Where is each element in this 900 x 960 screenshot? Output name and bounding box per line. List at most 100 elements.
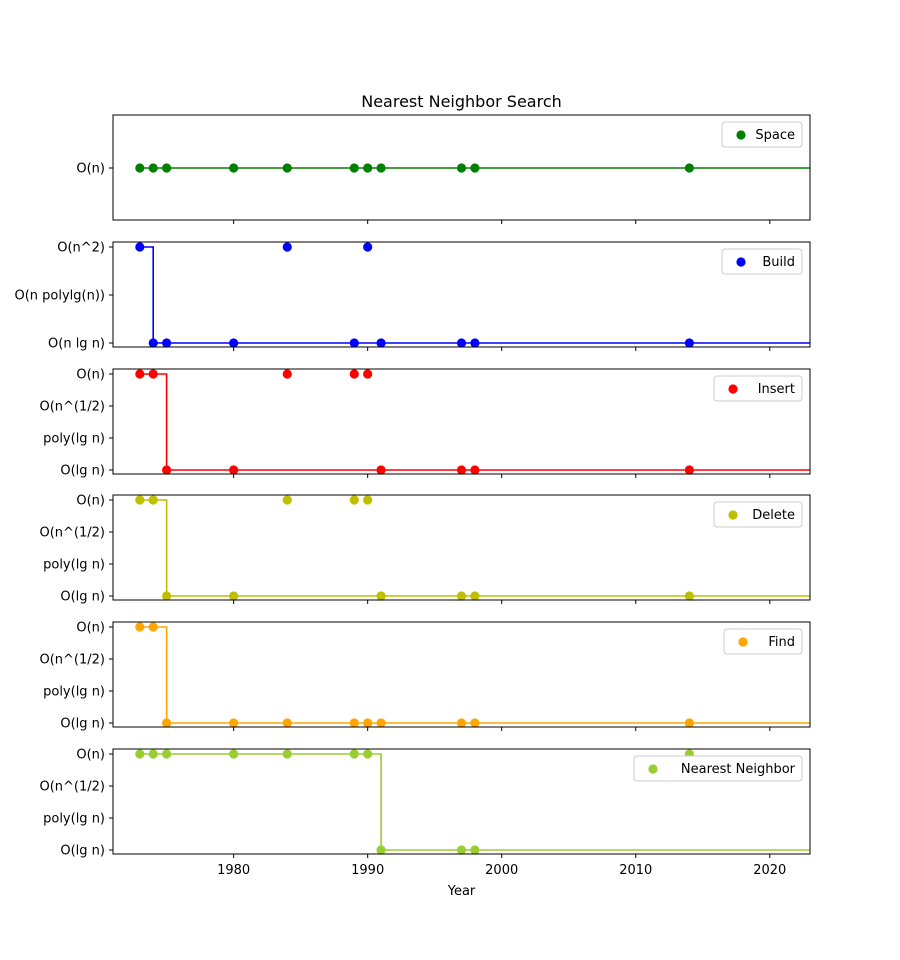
data-point bbox=[282, 242, 292, 252]
y-tick-label: poly(lg n) bbox=[43, 685, 105, 700]
data-point bbox=[470, 338, 480, 348]
panel-nearest-neighbor: O(lg n) poly(lg n) O(n^(1/2) O(n) Nearest Ne… bbox=[39, 748, 811, 859]
data-point bbox=[456, 163, 467, 173]
data-point bbox=[456, 465, 467, 475]
y-tick-label: O(n lg n) bbox=[48, 337, 105, 352]
data-point bbox=[376, 338, 386, 348]
legend: Nearest Neighbor bbox=[633, 755, 803, 782]
legend: Find bbox=[723, 628, 803, 655]
data-point bbox=[376, 163, 386, 173]
panel-frame bbox=[112, 241, 811, 348]
panel-frame bbox=[112, 748, 811, 855]
data-point bbox=[363, 242, 373, 252]
data-point bbox=[363, 369, 373, 379]
legend-marker bbox=[728, 384, 738, 394]
data-point bbox=[135, 163, 145, 173]
data-point bbox=[470, 163, 480, 173]
legend-box bbox=[713, 375, 803, 402]
legend: Space bbox=[721, 121, 803, 148]
data-point bbox=[684, 591, 694, 601]
data-point bbox=[135, 369, 145, 379]
panel-delete: O(lg n) poly(lg n) O(n^(1/2) O(n) Delete bbox=[39, 494, 811, 605]
data-point bbox=[229, 338, 239, 348]
chart-title: Nearest Neighbor Search bbox=[361, 92, 562, 111]
data-point bbox=[456, 338, 467, 348]
data-point bbox=[135, 495, 145, 505]
step-line bbox=[139, 373, 810, 471]
data-point bbox=[456, 718, 467, 728]
legend: Build bbox=[721, 248, 803, 275]
legend-box bbox=[721, 248, 803, 275]
legend-label: Insert bbox=[758, 382, 795, 397]
data-point bbox=[229, 749, 239, 759]
panel-find: O(lg n) poly(lg n) O(n^(1/2) O(n) Find bbox=[39, 621, 811, 732]
legend-marker bbox=[736, 130, 746, 140]
data-point bbox=[162, 465, 172, 475]
data-point bbox=[376, 718, 386, 728]
panel-frame bbox=[112, 368, 811, 475]
data-point bbox=[148, 749, 158, 759]
data-point bbox=[148, 495, 158, 505]
data-point bbox=[456, 845, 467, 855]
data-point bbox=[162, 749, 172, 759]
y-tick-label: O(n polylg(n)) bbox=[14, 289, 105, 304]
y-tick-label: O(n) bbox=[76, 368, 105, 383]
y-tick-label: O(lg n) bbox=[60, 464, 105, 479]
x-tick-label: 1980 bbox=[217, 863, 250, 878]
data-point bbox=[282, 369, 292, 379]
x-tick-label: 2010 bbox=[619, 863, 652, 878]
data-point bbox=[363, 163, 373, 173]
data-point bbox=[349, 718, 359, 728]
y-tick-label: O(n) bbox=[76, 748, 105, 763]
data-point bbox=[229, 591, 239, 601]
legend-label: Nearest Neighbor bbox=[681, 762, 796, 777]
panel-frame bbox=[112, 621, 811, 728]
data-point bbox=[470, 465, 480, 475]
data-point bbox=[282, 163, 292, 173]
data-point bbox=[162, 718, 172, 728]
legend-box bbox=[713, 501, 803, 528]
legend-box bbox=[721, 121, 803, 148]
data-point bbox=[363, 718, 373, 728]
y-tick-label: O(lg n) bbox=[60, 717, 105, 732]
data-point bbox=[282, 749, 292, 759]
data-point bbox=[470, 845, 480, 855]
panel-build: O(n lg n) O(n polylg(n)) O(n^2) Build bbox=[14, 241, 811, 352]
data-point bbox=[162, 338, 172, 348]
y-tick-label: poly(lg n) bbox=[43, 558, 105, 573]
data-point bbox=[684, 465, 694, 475]
data-point bbox=[376, 591, 386, 601]
data-point bbox=[470, 718, 480, 728]
data-point bbox=[376, 465, 386, 475]
legend-label: Find bbox=[768, 635, 795, 650]
panel-space: O(n) Space bbox=[76, 114, 811, 224]
x-axis-label: Year bbox=[447, 884, 476, 899]
data-point bbox=[349, 749, 359, 759]
y-tick-label: O(n^(1/2) bbox=[39, 653, 105, 668]
legend: Delete bbox=[713, 501, 803, 528]
y-tick-label: O(lg n) bbox=[60, 590, 105, 605]
data-point bbox=[349, 163, 359, 173]
data-point bbox=[456, 591, 467, 601]
data-point bbox=[282, 718, 292, 728]
data-point bbox=[162, 591, 172, 601]
step-line bbox=[139, 246, 810, 344]
data-point bbox=[684, 163, 694, 173]
data-point bbox=[135, 622, 145, 632]
data-point bbox=[135, 242, 145, 252]
y-tick-label: O(n) bbox=[76, 494, 105, 509]
panel-insert: O(lg n) poly(lg n) O(n^(1/2) O(n) Insert bbox=[39, 368, 811, 479]
legend-box bbox=[723, 628, 803, 655]
legend-marker bbox=[728, 510, 738, 520]
data-point bbox=[684, 338, 694, 348]
legend: Insert bbox=[713, 375, 803, 402]
data-point bbox=[363, 495, 373, 505]
data-point bbox=[376, 845, 386, 855]
y-tick-label: poly(lg n) bbox=[43, 812, 105, 827]
data-point bbox=[470, 591, 480, 601]
panel-frame bbox=[112, 494, 811, 601]
data-point bbox=[282, 495, 292, 505]
step-line bbox=[139, 753, 810, 851]
data-point bbox=[229, 465, 239, 475]
